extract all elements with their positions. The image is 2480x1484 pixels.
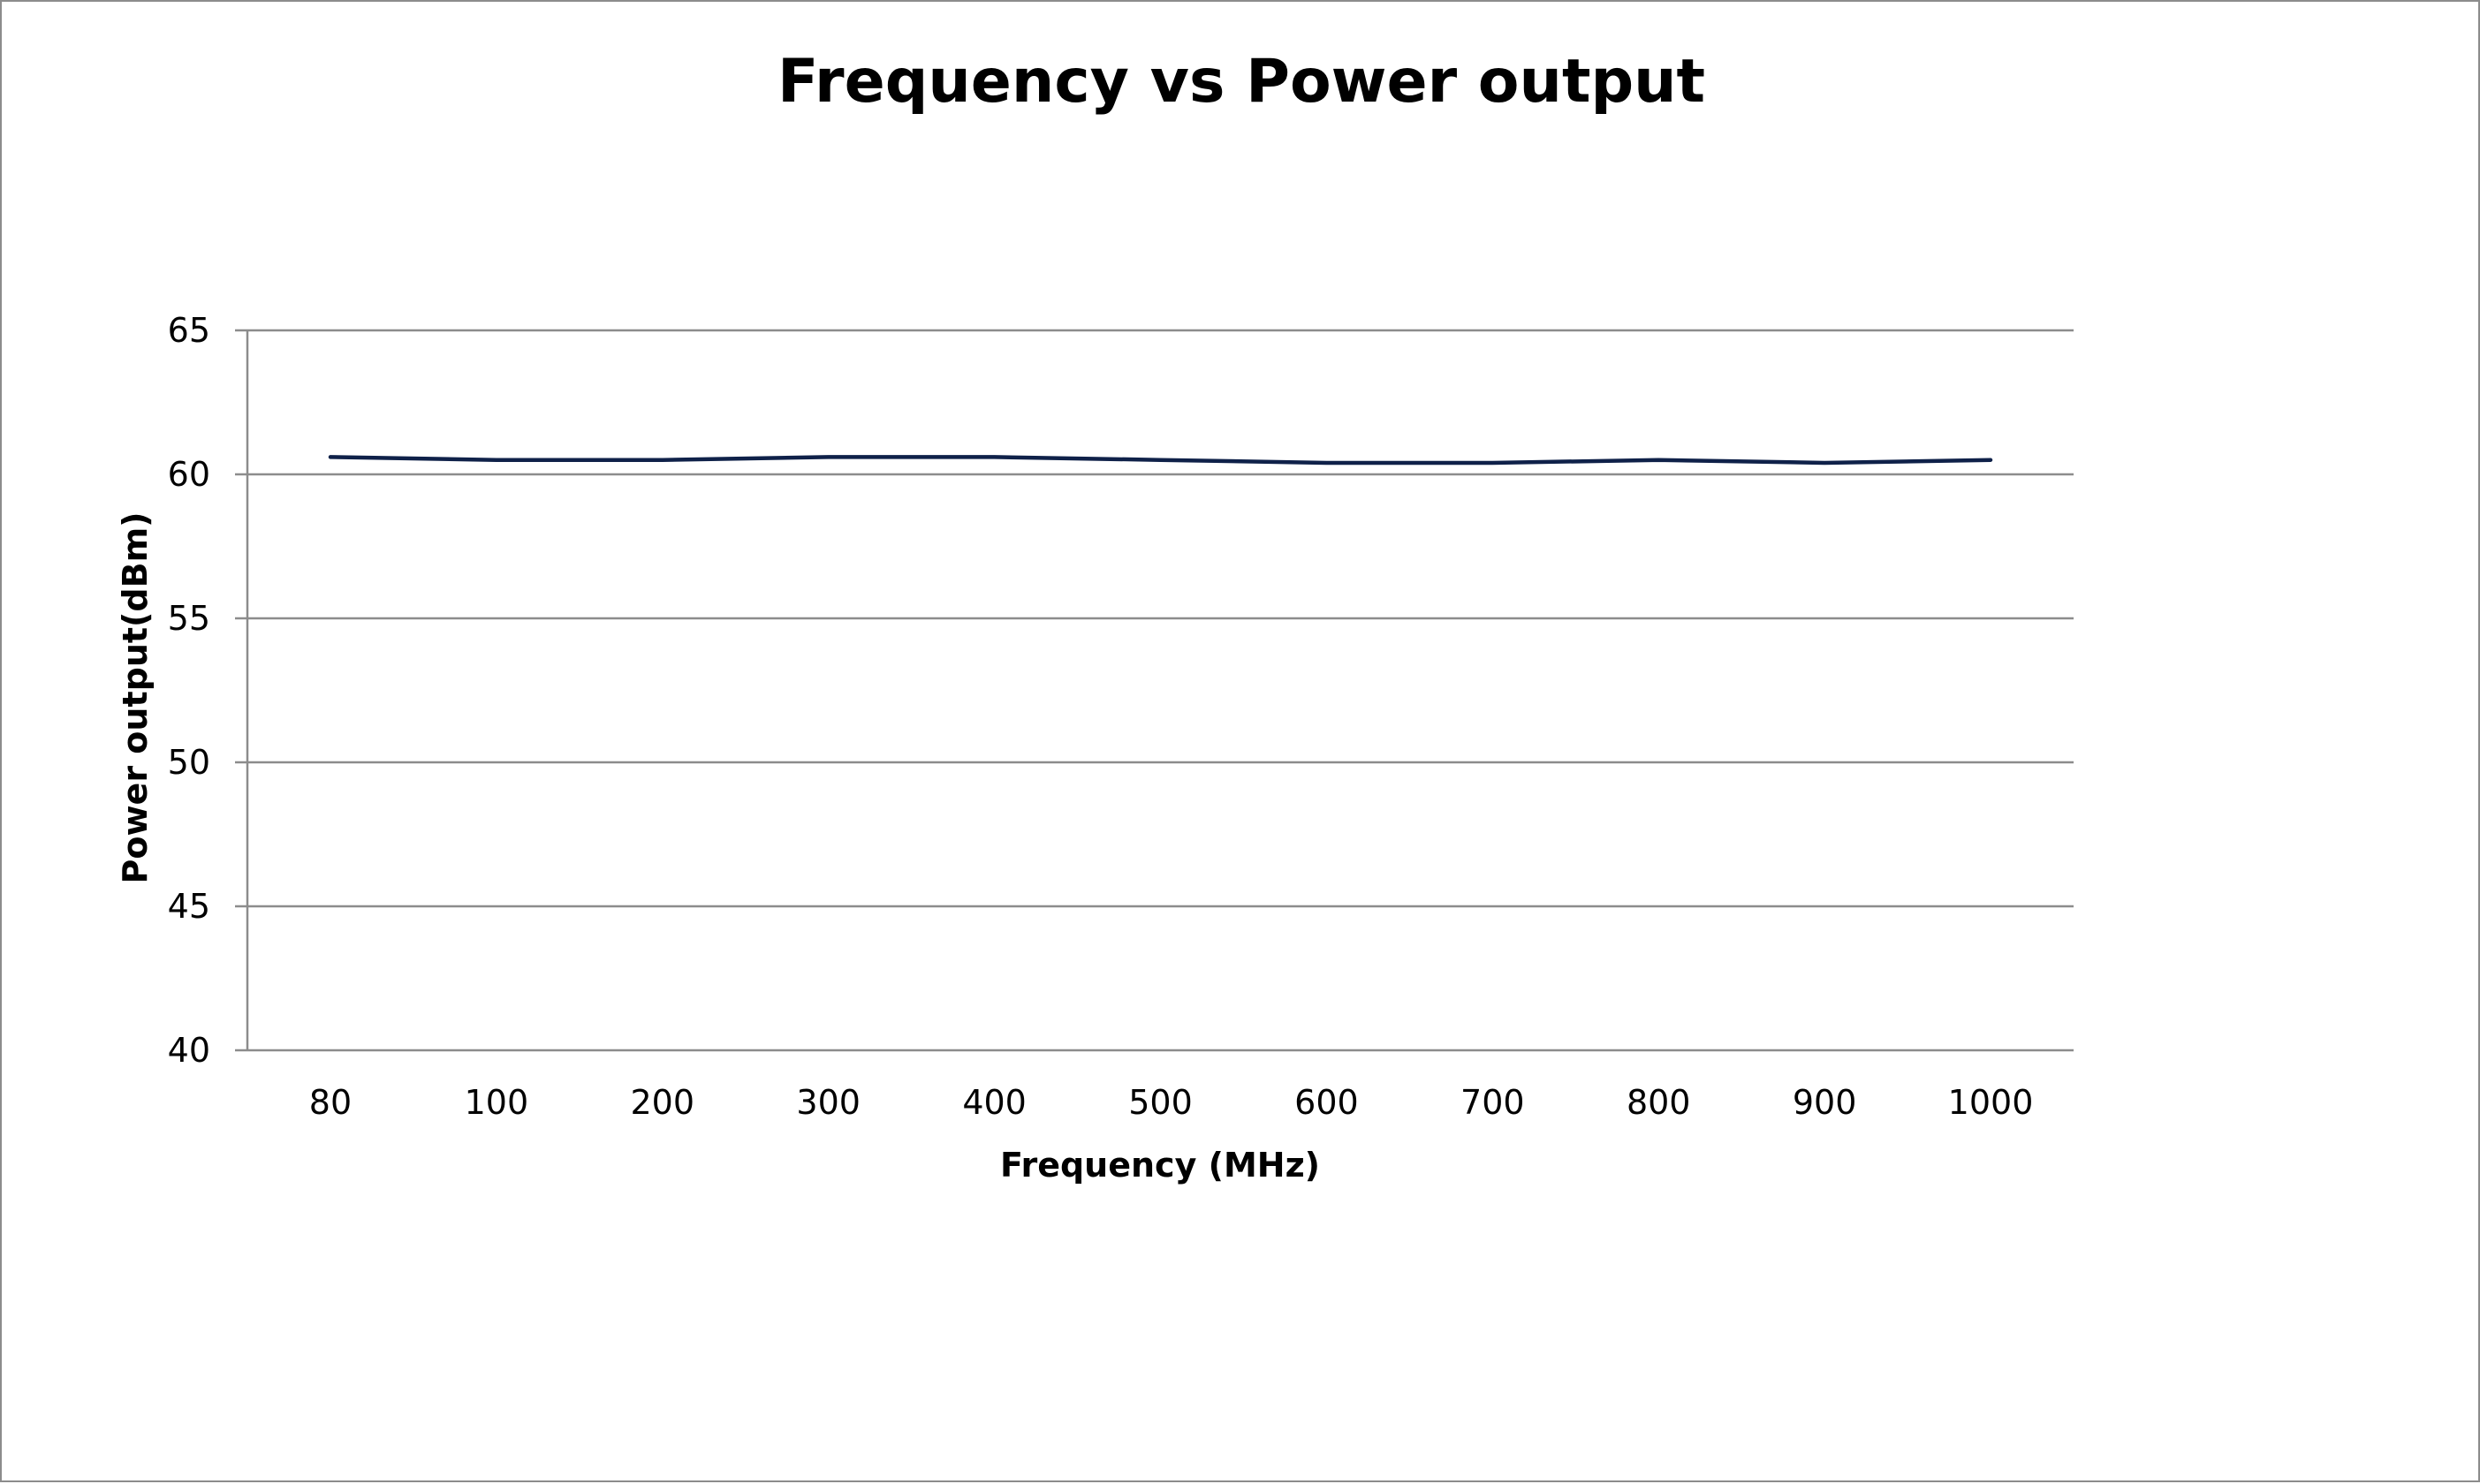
y-tick-label: 55 bbox=[168, 599, 210, 638]
x-tick-label: 400 bbox=[962, 1083, 1027, 1122]
y-tick-label: 40 bbox=[168, 1031, 210, 1070]
x-tick-label: 100 bbox=[465, 1083, 529, 1122]
x-tick-label: 800 bbox=[1627, 1083, 1691, 1122]
x-tick-label: 500 bbox=[1128, 1083, 1193, 1122]
x-tick-label: 200 bbox=[631, 1083, 695, 1122]
y-axis-title: Power output(dBm) bbox=[116, 511, 155, 883]
x-tick-label: 700 bbox=[1460, 1083, 1525, 1122]
x-tick-label: 300 bbox=[796, 1083, 861, 1122]
series-line-0 bbox=[328, 455, 1993, 466]
x-tick-label: 1000 bbox=[1948, 1083, 2034, 1122]
axes bbox=[235, 329, 2074, 1052]
series bbox=[328, 455, 1993, 466]
y-tick-label: 65 bbox=[168, 311, 210, 350]
x-tick-label: 900 bbox=[1793, 1083, 1857, 1122]
x-axis-title: Frequency (MHz) bbox=[1000, 1146, 1320, 1185]
y-tick-label: 50 bbox=[168, 743, 210, 782]
x-tick-label: 600 bbox=[1294, 1083, 1359, 1122]
y-tick-labels: 40 45 50 55 60 65 bbox=[168, 311, 210, 1070]
chart-title: Frequency vs Power output bbox=[777, 47, 1705, 117]
gridlines bbox=[247, 329, 2074, 908]
x-tick-label: 80 bbox=[309, 1083, 352, 1122]
y-tick-label: 60 bbox=[168, 455, 210, 494]
y-tick-label: 45 bbox=[168, 887, 210, 926]
x-tick-labels: 80 100 200 300 400 500 600 700 800 900 1000 bbox=[309, 1083, 2034, 1122]
